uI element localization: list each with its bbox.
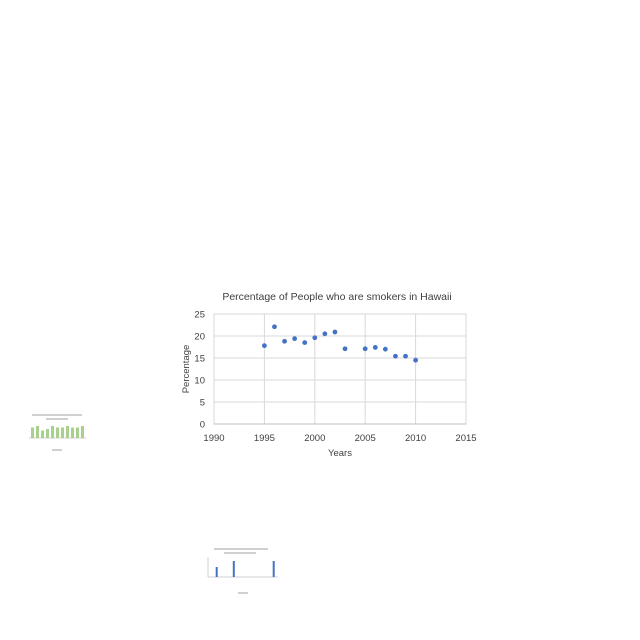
data-point xyxy=(362,346,368,352)
data-point xyxy=(262,343,267,349)
plot-area xyxy=(213,313,467,425)
x-tick-label: 2015 xyxy=(455,433,476,444)
thumbnail-bar xyxy=(41,430,44,438)
thumbnail-bars xyxy=(31,426,84,438)
thumbnail-bar-chart-left xyxy=(29,414,86,451)
thumbnail-bar xyxy=(71,427,74,438)
thumbnail-bar xyxy=(272,561,275,577)
data-point xyxy=(272,324,277,330)
y-axis-title: Percentage xyxy=(181,345,192,394)
thumbnail-title-bar xyxy=(32,414,82,416)
data-point xyxy=(312,335,318,341)
data-point xyxy=(382,346,388,352)
data-point xyxy=(413,357,418,363)
data-point xyxy=(282,338,287,344)
thumbnail-title-bar xyxy=(214,548,268,550)
y-tick-label: 5 xyxy=(200,398,205,409)
thumbnail-subtitle-bar xyxy=(224,552,256,554)
thumbnail-bar xyxy=(56,427,59,438)
data-point xyxy=(342,346,348,352)
x-tick-label: 1990 xyxy=(203,433,224,444)
thumbnail-bar xyxy=(232,561,235,577)
y-tick-label: 0 xyxy=(200,420,205,431)
data-point xyxy=(322,331,328,337)
thumbnail-subtitle-bar xyxy=(46,418,68,420)
x-tick-label: 1995 xyxy=(254,433,275,444)
data-point xyxy=(332,329,338,335)
data-point xyxy=(372,345,378,350)
y-tick-label: 20 xyxy=(194,332,205,343)
data-points xyxy=(262,324,418,363)
x-axis-title: Years xyxy=(328,448,352,459)
thumbnail-bar xyxy=(66,426,69,438)
x-axis: 1990 1995 2000 2005 2010 2015 xyxy=(203,433,476,444)
thumbnail-label-bar xyxy=(52,449,62,451)
thumbnail-bar xyxy=(81,426,84,438)
data-point xyxy=(302,340,308,345)
thumbnail-bar xyxy=(36,426,39,438)
y-tick-label: 15 xyxy=(194,354,205,365)
data-point xyxy=(292,336,298,342)
thumbnail-bar-chart-bottom xyxy=(207,548,278,594)
y-tick-label: 10 xyxy=(194,376,205,387)
data-point xyxy=(393,353,398,359)
thumbnail-bar xyxy=(61,427,64,438)
thumbnail-bars xyxy=(215,561,275,577)
gridlines xyxy=(213,313,467,425)
x-tick-label: 2010 xyxy=(405,433,426,444)
x-tick-label: 2005 xyxy=(355,433,376,444)
data-point xyxy=(403,353,408,359)
thumbnail-bar xyxy=(76,427,79,438)
y-tick-label: 25 xyxy=(194,310,205,321)
y-axis: 0 5 10 15 20 25 xyxy=(194,310,205,431)
chart-title: Percentage of People who are smokers in … xyxy=(222,291,451,303)
thumbnail-bar xyxy=(46,429,49,438)
thumbnail-bar xyxy=(51,426,54,438)
thumbnail-bar xyxy=(31,427,34,438)
thumbnail-label-bar xyxy=(238,592,248,594)
thumbnail-bar xyxy=(215,567,218,577)
x-tick-label: 2000 xyxy=(304,433,325,444)
